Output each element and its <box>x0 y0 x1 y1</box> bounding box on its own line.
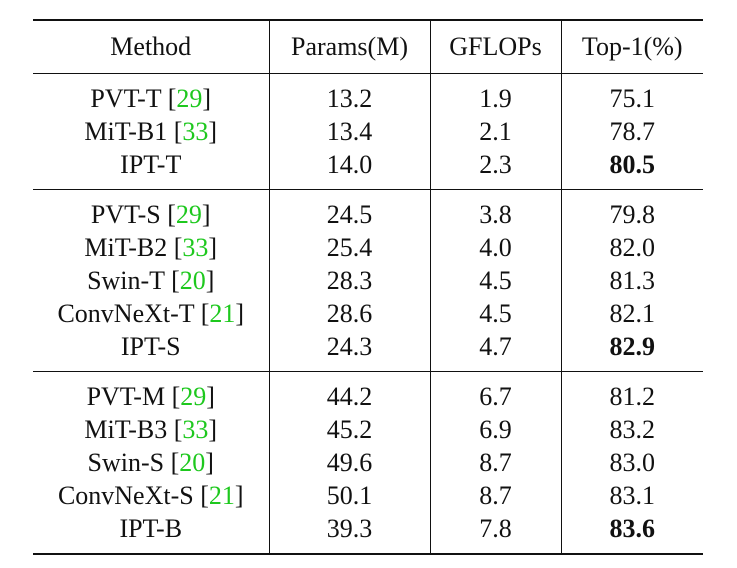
method-name: PVT-M <box>86 381 166 411</box>
method-cell: MiT-B1 [33] <box>84 116 218 146</box>
params-cell: 28.3 <box>268 263 430 297</box>
gflops-cell: 4.0 <box>429 230 561 264</box>
method-name: Swin-T <box>87 265 165 295</box>
table-row: MiT-B3 [33] 45.2 6.9 83.2 <box>33 412 703 446</box>
citation-link[interactable]: 20 <box>179 447 206 477</box>
method-name: MiT-B3 <box>84 414 168 444</box>
top1-cell: 79.8 <box>560 189 703 231</box>
gflops-cell: 4.7 <box>429 329 561 371</box>
comparison-table: Method Params(M) GFLOPs Top-1(%) PVT-T [… <box>33 19 703 555</box>
params-cell: 50.1 <box>268 478 430 512</box>
method-name: PVT-S <box>90 199 161 229</box>
method-cell: Swin-T [20] <box>87 265 215 295</box>
top1-cell-best: 82.9 <box>560 329 703 371</box>
table-group: PVT-S [29] 24.5 3.8 79.8 MiT-B2 [33] 25.4 4.0 8… <box>33 189 703 371</box>
gflops-cell: 2.3 <box>429 147 561 189</box>
top1-cell-best: 80.5 <box>560 147 703 189</box>
method-cell: PVT-M [29] <box>86 381 215 411</box>
gflops-cell: 4.5 <box>429 263 561 297</box>
top1-cell: 82.1 <box>560 296 703 330</box>
table-row: PVT-M [29] 44.2 6.7 81.2 <box>33 371 703 413</box>
top1-cell: 82.0 <box>560 230 703 264</box>
table-row: IPT-T 14.0 2.3 80.5 <box>33 147 703 190</box>
top1-cell: 83.1 <box>560 478 703 512</box>
gflops-cell: 8.7 <box>429 445 561 479</box>
table-row: PVT-S [29] 24.5 3.8 79.8 <box>33 189 703 231</box>
params-cell: 44.2 <box>268 371 430 413</box>
table-row: PVT-T [29] 13.2 1.9 75.1 <box>33 73 703 115</box>
citation-link[interactable]: 33 <box>182 232 209 262</box>
table-row: MiT-B1 [33] 13.4 2.1 78.7 <box>33 114 703 148</box>
params-cell: 28.6 <box>268 296 430 330</box>
method-name: ConvNeXt-S <box>57 480 194 510</box>
top1-cell: 81.2 <box>560 371 703 413</box>
citation-link[interactable]: 33 <box>182 414 209 444</box>
params-cell: 39.3 <box>268 511 430 554</box>
params-cell: 24.3 <box>268 329 430 371</box>
table-header: Method Params(M) GFLOPs Top-1(%) <box>33 20 703 73</box>
params-cell: 45.2 <box>268 412 430 446</box>
table-row: IPT-B 39.3 7.8 83.6 <box>33 511 703 554</box>
method-cell: PVT-S [29] <box>90 199 211 229</box>
citation-link[interactable]: 29 <box>175 199 202 229</box>
method-cell: ConvNeXt-T [21] <box>57 298 245 328</box>
method-cell: IPT-T <box>33 148 269 190</box>
method-cell: MiT-B3 [33] <box>84 414 218 444</box>
table-group: PVT-T [29] 13.2 1.9 75.1 MiT-B1 [33] 13.4 2.1 7… <box>33 73 703 189</box>
header-row: Method Params(M) GFLOPs Top-1(%) <box>33 20 703 73</box>
table-row: IPT-S 24.3 4.7 82.9 <box>33 329 703 372</box>
method-name: ConvNeXt-T <box>57 298 195 328</box>
params-cell: 49.6 <box>268 445 430 479</box>
method-name: IPT-S <box>120 331 181 361</box>
citation-link[interactable]: 20 <box>179 265 206 295</box>
citation-link[interactable]: 21 <box>208 480 235 510</box>
top1-cell-best: 83.6 <box>560 511 703 554</box>
method-cell: ConvNeXt-S [21] <box>57 480 244 510</box>
top1-cell: 81.3 <box>560 263 703 297</box>
comparison-table-container: Method Params(M) GFLOPs Top-1(%) PVT-T [… <box>33 19 703 555</box>
method-cell: Swin-S [20] <box>87 447 214 477</box>
top1-cell: 78.7 <box>560 114 703 148</box>
method-name: IPT-T <box>120 149 182 179</box>
top1-cell: 83.2 <box>560 412 703 446</box>
table-group: PVT-M [29] 44.2 6.7 81.2 MiT-B3 [33] 45.2 6.9 8… <box>33 371 703 554</box>
method-name: PVT-T <box>90 83 162 113</box>
header-method: Method <box>110 31 192 61</box>
header-top1: Top-1(%) <box>560 20 703 73</box>
method-cell: IPT-S <box>33 330 269 372</box>
gflops-cell: 6.7 <box>429 371 561 413</box>
top1-cell: 83.0 <box>560 445 703 479</box>
gflops-cell: 7.8 <box>429 511 561 554</box>
top1-cell: 75.1 <box>560 73 703 115</box>
citation-link[interactable]: 21 <box>209 298 236 328</box>
header-gflops: GFLOPs <box>429 20 561 73</box>
table-row: ConvNeXt-S [21] 50.1 8.7 83.1 <box>33 478 703 512</box>
citation-link[interactable]: 33 <box>182 116 209 146</box>
method-name: Swin-S <box>87 447 165 477</box>
params-cell: 13.2 <box>268 73 430 115</box>
method-cell: IPT-B <box>33 512 269 554</box>
gflops-cell: 4.5 <box>429 296 561 330</box>
method-cell: PVT-T [29] <box>90 83 212 113</box>
citation-link[interactable]: 29 <box>180 381 207 411</box>
table-row: MiT-B2 [33] 25.4 4.0 82.0 <box>33 230 703 264</box>
method-name: MiT-B1 <box>84 116 168 146</box>
params-cell: 25.4 <box>268 230 430 264</box>
method-cell: MiT-B2 [33] <box>84 232 218 262</box>
table-row: ConvNeXt-T [21] 28.6 4.5 82.1 <box>33 296 703 330</box>
method-name: MiT-B2 <box>84 232 168 262</box>
method-name: IPT-B <box>119 513 183 543</box>
gflops-cell: 6.9 <box>429 412 561 446</box>
header-params: Params(M) <box>268 20 430 73</box>
gflops-cell: 8.7 <box>429 478 561 512</box>
gflops-cell: 2.1 <box>429 114 561 148</box>
table-row: Swin-T [20] 28.3 4.5 81.3 <box>33 263 703 297</box>
citation-link[interactable]: 29 <box>176 83 203 113</box>
gflops-cell: 3.8 <box>429 189 561 231</box>
params-cell: 24.5 <box>268 189 430 231</box>
table-row: Swin-S [20] 49.6 8.7 83.0 <box>33 445 703 479</box>
params-cell: 13.4 <box>268 114 430 148</box>
gflops-cell: 1.9 <box>429 73 561 115</box>
params-cell: 14.0 <box>268 147 430 189</box>
